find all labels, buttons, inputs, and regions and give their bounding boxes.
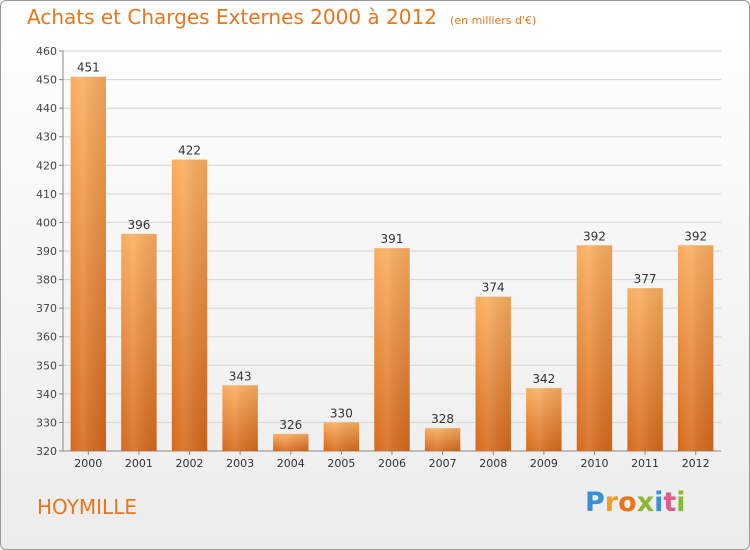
data-label: 374 xyxy=(482,281,505,295)
bar-sheen xyxy=(323,422,360,451)
bars xyxy=(70,76,714,452)
x-tick-label: 2008 xyxy=(479,457,507,470)
data-label: 392 xyxy=(583,229,606,243)
x-tick-label: 2011 xyxy=(631,457,659,470)
y-tick-label: 350 xyxy=(36,359,57,372)
y-tick-label: 380 xyxy=(36,274,57,287)
data-label: 342 xyxy=(532,372,555,386)
x-tick-label: 2007 xyxy=(429,457,457,470)
logo-letter: r xyxy=(604,487,619,518)
title-row: Achats et Charges Externes 2000 à 2012 (… xyxy=(27,5,536,29)
y-tick-label: 460 xyxy=(36,45,57,58)
bar-sheen xyxy=(424,428,461,451)
x-tick-label: 2001 xyxy=(125,457,153,470)
data-label: 391 xyxy=(381,232,404,246)
data-label: 330 xyxy=(330,406,353,420)
bar-sheen xyxy=(526,388,562,451)
y-tick-label: 390 xyxy=(36,245,57,258)
y-tick-label: 360 xyxy=(36,331,57,344)
x-tick-label: 2002 xyxy=(176,457,204,470)
x-tick-label: 2012 xyxy=(682,457,710,470)
y-tick-label: 370 xyxy=(36,302,57,315)
data-label: 422 xyxy=(178,144,201,158)
x-tick-label: 2003 xyxy=(226,457,254,470)
y-tick-label: 450 xyxy=(36,74,57,87)
bar-sheen xyxy=(475,296,511,451)
bar-sheen xyxy=(677,245,714,451)
bar-sheen xyxy=(171,159,208,452)
y-tick-label: 400 xyxy=(36,216,57,229)
commune-name: HOYMILLE xyxy=(37,495,137,519)
x-tick-label: 2000 xyxy=(74,457,102,470)
x-tick-label: 2006 xyxy=(378,457,406,470)
data-label: 377 xyxy=(634,272,657,286)
chart-title: Achats et Charges Externes 2000 à 2012 xyxy=(27,5,437,29)
logo-letter: x xyxy=(636,487,655,518)
x-tick-labels: 2000 2001 2002 2003 2004 2005 2006 2007 2008 2009… xyxy=(74,457,709,470)
y-tick-label: 330 xyxy=(36,416,57,429)
logo-letter: i xyxy=(654,487,664,518)
y-tick-label: 430 xyxy=(36,131,57,144)
bar-sheen xyxy=(576,245,613,451)
y-tick-labels: 320 330 340 350 360 370 380 390 400 410 420 430 440 4… xyxy=(36,45,57,458)
bar-sheen xyxy=(627,288,663,451)
x-tick-label: 2010 xyxy=(580,457,608,470)
y-tick-label: 320 xyxy=(36,445,57,458)
data-label: 396 xyxy=(127,218,150,232)
data-label: 343 xyxy=(229,369,252,383)
x-tick-label: 2009 xyxy=(530,457,558,470)
bar-sheen xyxy=(70,76,107,451)
y-tick-label: 440 xyxy=(36,102,57,115)
data-label: 451 xyxy=(77,61,100,75)
x-tick-label: 2004 xyxy=(277,457,305,470)
logo-letter: P xyxy=(585,487,605,518)
data-label: 392 xyxy=(684,229,707,243)
bar-sheen xyxy=(374,248,410,451)
x-tick-label: 2005 xyxy=(327,457,355,470)
y-tick-label: 340 xyxy=(36,388,57,401)
bar-sheen xyxy=(273,433,309,451)
y-tick-label: 410 xyxy=(36,188,57,201)
logo-letter: i xyxy=(676,487,686,518)
data-label: 328 xyxy=(431,412,454,426)
bar-sheen xyxy=(121,233,157,451)
bar-sheen xyxy=(222,385,258,451)
proxiti-logo: Proxiti xyxy=(585,487,686,518)
chart-subtitle: (en milliers d'€) xyxy=(450,14,537,27)
logo-letter: o xyxy=(618,487,637,518)
logo-letter: t xyxy=(663,487,677,518)
data-labels: 451 396 422 343 326 330 391 328 374 342 392 377 392 xyxy=(77,61,707,432)
data-label: 326 xyxy=(279,418,302,432)
y-tick-label: 420 xyxy=(36,159,57,172)
